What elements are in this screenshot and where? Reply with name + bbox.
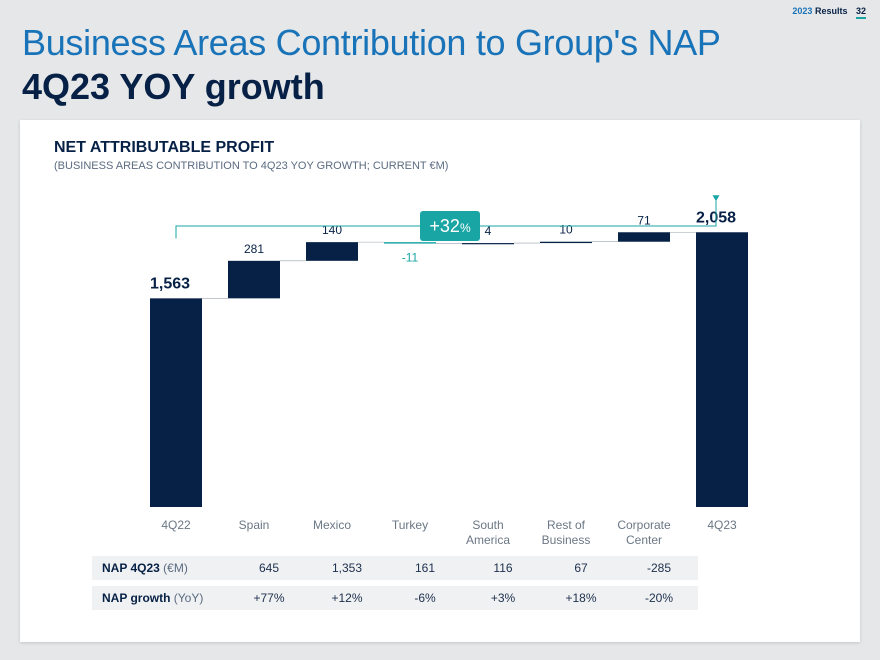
category-label-3: Turkey (392, 518, 428, 532)
header-year: 2023 (792, 6, 813, 16)
value-label-2: 140 (322, 223, 342, 237)
table-cell: 116 (464, 556, 542, 580)
table-cell: +77% (230, 586, 308, 610)
row-label-text: NAP growth (102, 591, 171, 605)
category-label-0: 4Q22 (161, 518, 191, 532)
bar-7 (696, 232, 748, 507)
value-label-6: 71 (637, 213, 651, 227)
stats-table: NAP 4Q23 (€M) 645 1,353 161 116 67 -285 NAP gro… (92, 550, 698, 616)
category-label-4-b: America (466, 533, 510, 547)
value-label-0: 1,563 (150, 275, 190, 292)
table-row: NAP growth (YoY) +77% +12% -6% +3% +18% -20% (92, 586, 698, 610)
page-header: 2023 Results 32 (792, 6, 866, 19)
table-cell: 67 (542, 556, 620, 580)
bar-6 (618, 232, 670, 242)
row-label: NAP growth (YoY) (92, 586, 230, 610)
bracket-arrow (712, 195, 720, 202)
waterfall-chart: 1,563 4Q22 281 Spain 140 Mexico -11 Turkey 4 Sout… (150, 195, 748, 547)
table-cell: 645 (230, 556, 308, 580)
category-label-5-b: Business (542, 533, 591, 547)
table-cell: 161 (386, 556, 464, 580)
header-label: Results (814, 6, 848, 16)
table-cell: -20% (620, 586, 698, 610)
bar-4 (462, 243, 514, 245)
value-label-5: 10 (559, 223, 573, 237)
growth-badge-label: +32% (429, 216, 471, 236)
value-label-1: 281 (244, 242, 264, 256)
bar-3 (384, 242, 436, 244)
row-unit: (€M) (159, 561, 188, 575)
category-label-6-b: Center (626, 533, 662, 547)
row-label-text: NAP 4Q23 (102, 561, 160, 575)
bar-2 (306, 242, 358, 261)
bar-1 (228, 260, 280, 299)
value-label-4: 4 (485, 224, 492, 238)
category-label-6: Corporate (617, 518, 671, 532)
table-row: NAP 4Q23 (€M) 645 1,353 161 116 67 -285 (92, 556, 698, 580)
chart-title: NET ATTRIBUTABLE PROFIT (54, 139, 275, 156)
category-label-4: South (472, 518, 503, 532)
table-cell: -285 (620, 556, 698, 580)
page-title: Business Areas Contribution to Group's N… (22, 22, 721, 63)
category-label-5: Rest of (547, 518, 586, 532)
page-number: 32 (855, 6, 866, 19)
table-cell: 1,353 (308, 556, 386, 580)
chart-card: NET ATTRIBUTABLE PROFIT (BUSINESS AREAS … (20, 120, 860, 642)
bar-5 (540, 241, 592, 244)
row-label: NAP 4Q23 (€M) (92, 556, 230, 580)
bar-0 (150, 298, 202, 507)
page-subtitle: 4Q23 YOY growth (22, 66, 325, 107)
table-cell: +12% (308, 586, 386, 610)
category-label-1: Spain (239, 518, 270, 532)
row-unit: (YoY) (170, 591, 204, 605)
table-cell: +18% (542, 586, 620, 610)
category-label-2: Mexico (313, 518, 351, 532)
table-cell: +3% (464, 586, 542, 610)
chart-subtitle: (BUSINESS AREAS CONTRIBUTION TO 4Q23 YOY… (54, 160, 449, 172)
growth-badge (420, 211, 480, 241)
table-cell: -6% (386, 586, 464, 610)
value-label-3: -11 (402, 251, 419, 265)
category-label-7: 4Q23 (707, 518, 737, 532)
